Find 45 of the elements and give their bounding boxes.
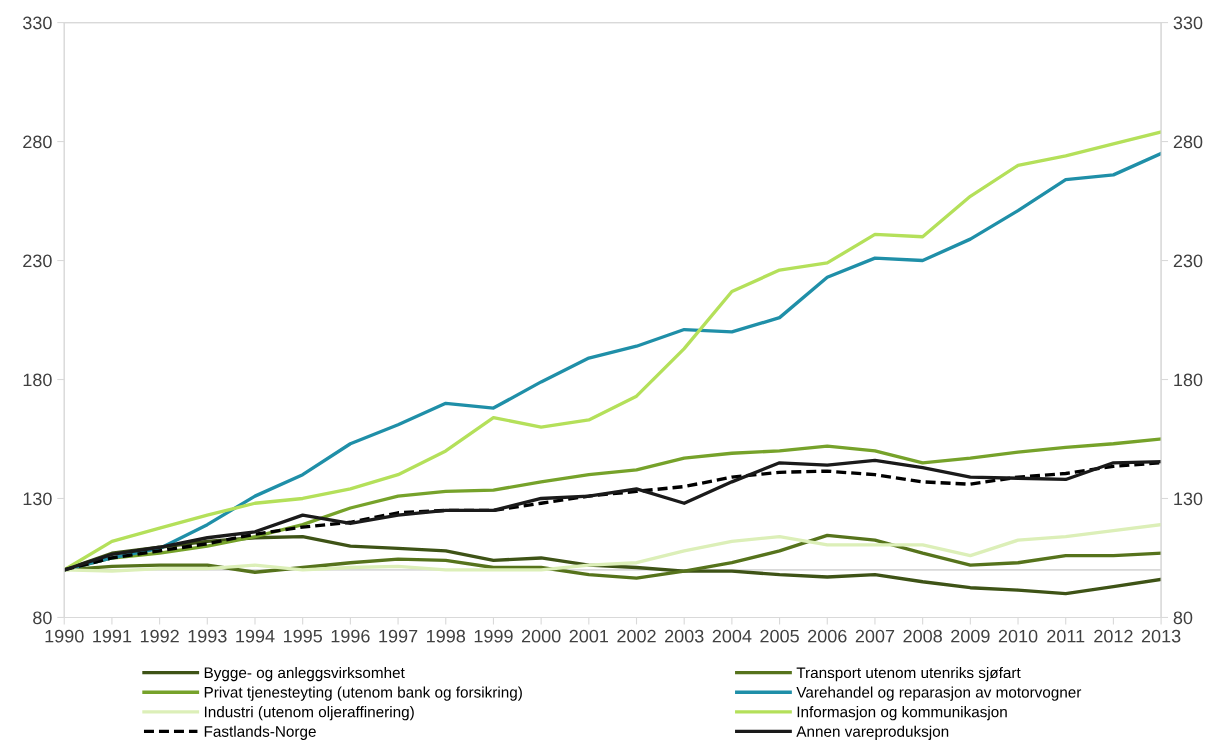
y-tick-label: 280 <box>23 135 52 149</box>
x-tick-label: 1998 <box>427 629 466 643</box>
x-tick-label: 2001 <box>569 629 609 643</box>
y-tick-label: 230 <box>23 254 52 268</box>
x-tick-label: 2002 <box>617 629 656 643</box>
y2-tick-label: 230 <box>1173 254 1203 268</box>
x-tick-label: 1997 <box>379 629 418 643</box>
y2-tick-label: 280 <box>1173 135 1203 149</box>
x-tick-label: 2007 <box>855 629 895 643</box>
x-tick-label: 2003 <box>665 629 704 643</box>
x-tick-label: 2012 <box>1094 629 1133 643</box>
legend-label: Transport utenom utenriks sjøfart <box>796 666 1021 682</box>
y-tick-label: 80 <box>33 611 52 625</box>
y2-tick-label: 80 <box>1173 611 1193 625</box>
y-tick-label: 330 <box>23 16 52 30</box>
x-tick-label: 2011 <box>1047 629 1085 643</box>
x-tick-label: 1990 <box>45 629 84 643</box>
legend-label: Fastlands-Norge <box>204 725 316 740</box>
x-tick-label: 1994 <box>236 629 275 643</box>
x-tick-label: 1993 <box>188 629 227 643</box>
x-tick-label: 2009 <box>951 629 990 643</box>
x-tick-label: 1991 <box>93 629 132 643</box>
y2-tick-label: 180 <box>1174 373 1203 387</box>
x-tick-label: 2013 <box>1141 629 1181 643</box>
y-tick-label: 180 <box>23 373 52 387</box>
legend-label: Informasjon og kommunikasjon <box>797 706 1007 721</box>
y-tick-label: 130 <box>23 492 52 506</box>
legend-label: Industri (utenom oljeraffinering) <box>204 706 414 721</box>
y2-tick-label: 130 <box>1174 492 1203 506</box>
line-series <box>64 522 1162 573</box>
legend-label: Annen vareproduksjon <box>796 725 949 740</box>
legend-label: Bygge- og anleggsvirksomhet <box>204 666 405 682</box>
x-tick-label: 2006 <box>808 629 847 643</box>
x-tick-label: 1999 <box>474 629 513 643</box>
x-tick-label: 2005 <box>760 629 799 643</box>
x-tick-label: 1996 <box>331 629 370 643</box>
y2-tick-label: 330 <box>1173 16 1203 30</box>
legend-label: Varehandel og reparasjon av motorvogner <box>796 686 1082 701</box>
x-tick-label: 2000 <box>521 629 561 643</box>
x-tick-label: 1992 <box>140 629 179 643</box>
x-tick-label: 2004 <box>712 629 752 643</box>
x-tick-label: 2008 <box>903 629 942 643</box>
legend-label: Privat tjenesteyting (utenom bank og forsikring) <box>204 686 522 701</box>
x-tick-label: 2010 <box>998 629 1038 643</box>
x-tick-label: 1995 <box>283 629 323 643</box>
